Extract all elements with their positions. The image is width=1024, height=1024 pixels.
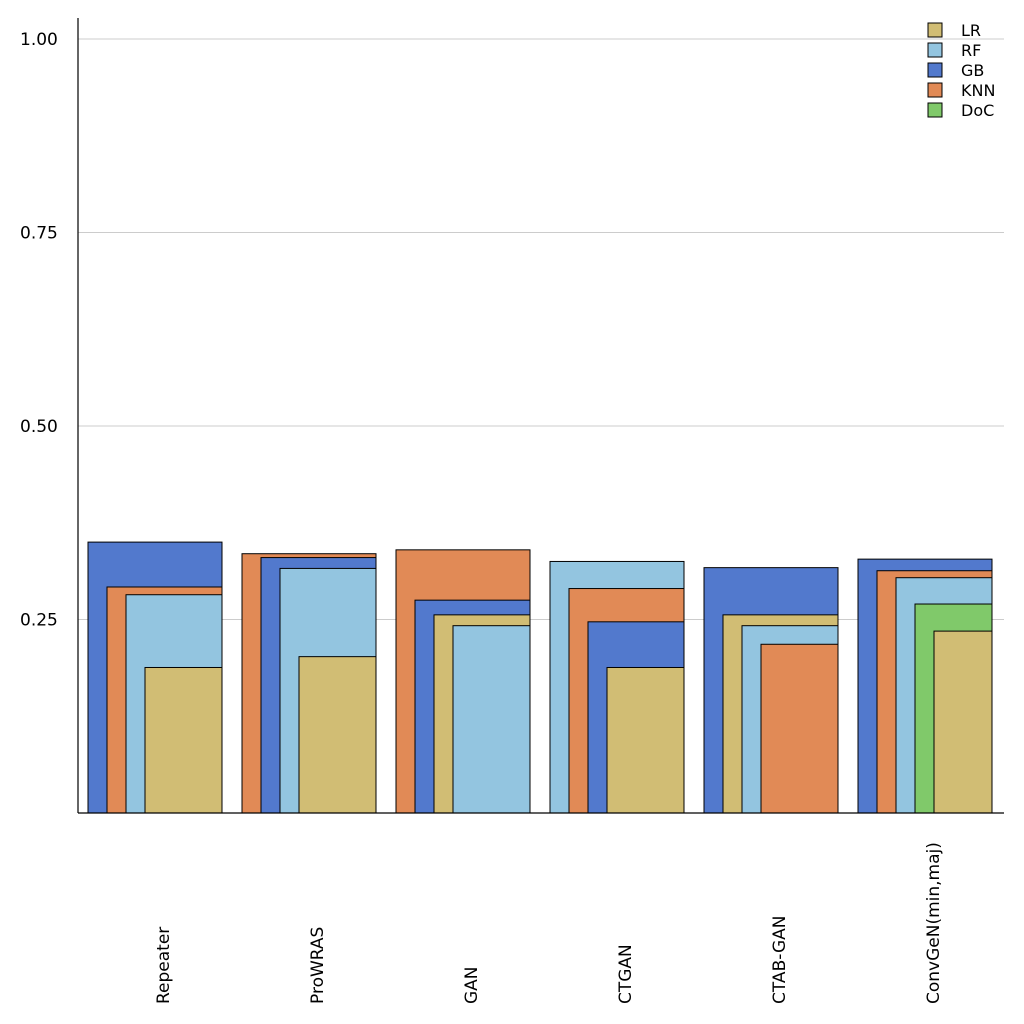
legend-label: KNN <box>961 81 995 100</box>
legend-label: DoC <box>961 101 994 120</box>
y-tick-label: 0.75 <box>20 224 58 244</box>
bar-lr <box>298 656 377 814</box>
legend-label: GB <box>961 61 984 80</box>
bar-lr <box>144 666 223 814</box>
y-tick-label: 0.25 <box>20 611 58 631</box>
bar-rf <box>452 625 531 814</box>
legend-swatch <box>927 102 943 118</box>
bar-group-prowras <box>241 553 377 814</box>
bar-group-gan <box>395 549 531 814</box>
x-tick-label: ProWRAS <box>308 927 328 1004</box>
legend-label: RF <box>961 41 981 60</box>
y-tick-label: 0.50 <box>20 417 58 437</box>
bar-layer <box>87 541 993 814</box>
bar-lr <box>606 666 685 814</box>
x-tick-label: CTGAN <box>616 944 636 1004</box>
y-tick-label: 1.00 <box>20 30 58 50</box>
legend-label: LR <box>961 21 981 40</box>
legend-swatch <box>927 62 943 78</box>
bar-knn <box>760 643 839 814</box>
legend-item-doc: DoC <box>927 101 994 120</box>
legend-item-rf: RF <box>927 41 981 60</box>
bar-group-ctab-gan <box>703 567 839 814</box>
x-tick-label: GAN <box>462 966 482 1004</box>
bar-group-repeater <box>87 541 223 814</box>
legend-item-knn: KNN <box>927 81 995 100</box>
bar-group-ctgan <box>549 560 685 814</box>
legend-item-gb: GB <box>927 61 984 80</box>
bar-lr <box>933 630 993 814</box>
axis-layer <box>77 18 1004 814</box>
x-tick-label: CTAB-GAN <box>770 915 790 1004</box>
legend-swatch <box>927 82 943 98</box>
label-layer: 0.25 0.50 0.75 1.00 Repeater ProWRAS GAN CTGAN C… <box>20 30 944 1004</box>
x-tick-label: Repeater <box>154 927 174 1004</box>
legend-swatch <box>927 22 943 38</box>
x-tick-label: ConvGeN(min,maj) <box>924 842 944 1004</box>
grid-layer <box>78 38 1004 620</box>
legend-item-lr: LR <box>927 21 981 40</box>
bar-group-convgen-min-maj- <box>857 558 993 814</box>
legend-swatch <box>927 42 943 58</box>
